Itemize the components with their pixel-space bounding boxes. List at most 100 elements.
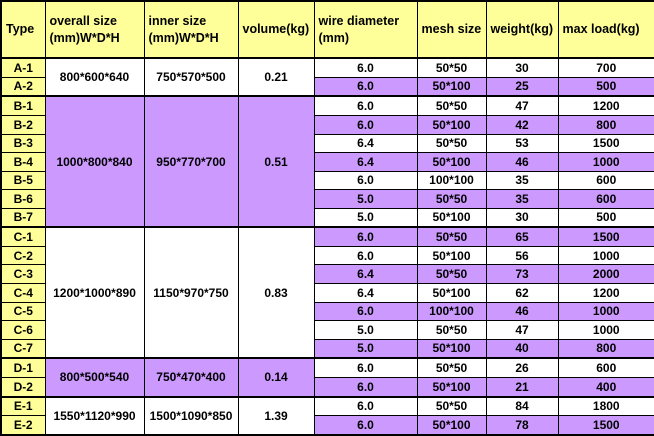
mesh-size-cell: 50*100 (416, 376, 487, 398)
table-row: D-2 6.0 50*100 21 400 (0, 376, 654, 398)
type-cell: A-2 (0, 76, 46, 97)
volume-cell: 1.39 (237, 395, 315, 436)
max-load-cell: 600 (557, 357, 654, 378)
table-row: E-1 1550*1120*990 1500*1090*850 1.39 6.0 50*5… (0, 395, 654, 436)
weight-cell: 21 (485, 376, 559, 398)
wire-diameter-cell: 6.0 (313, 357, 418, 378)
header-row: Type overall size (mm)W*D*H inner size (mm… (0, 0, 654, 59)
inner-size-cell: 750*570*500 (143, 57, 239, 97)
mesh-size-cell: 50*50 (416, 395, 487, 417)
wire-diameter-cell: 6.0 (313, 301, 418, 322)
max-load-cell: 500 (557, 207, 654, 228)
weight-cell: 35 (485, 189, 559, 209)
mesh-size-cell: 50*50 (416, 95, 487, 116)
type-cell: C-5 (0, 301, 46, 322)
weight-cell: 26 (485, 357, 559, 378)
wire-diameter-cell: 5.0 (313, 338, 418, 359)
table-row: E-2 6.0 50*100 78 1500 (0, 415, 654, 436)
column-header: wire diameter (mm) (313, 0, 418, 59)
type-cell: B-2 (0, 114, 46, 135)
inner-size-cell: 1150*970*750 (143, 226, 239, 359)
mesh-size-cell: 50*100 (416, 207, 487, 228)
wire-diameter-cell: 6.4 (313, 264, 418, 284)
overall-size-cell: 800*600*640 (44, 57, 145, 97)
column-header: max load(kg) (557, 0, 654, 59)
overall-size-cell: 1200*1000*890 (44, 226, 145, 359)
mesh-size-cell: 50*100 (416, 152, 487, 172)
max-load-cell: 400 (557, 376, 654, 398)
table-row: C-4 6.4 50*100 62 1200 (0, 283, 654, 303)
weight-cell: 65 (485, 226, 559, 247)
weight-cell: 53 (485, 133, 559, 154)
type-cell: C-6 (0, 320, 46, 340)
type-cell: C-7 (0, 338, 46, 359)
wire-diameter-cell: 6.0 (313, 395, 418, 417)
wire-diameter-cell: 5.0 (313, 320, 418, 340)
mesh-size-cell: 50*50 (416, 226, 487, 247)
type-cell: D-2 (0, 376, 46, 398)
type-cell: A-1 (0, 57, 46, 78)
mesh-size-cell: 50*50 (416, 264, 487, 284)
table-row: D-1 800*500*540 750*470*400 0.14 6.0 50*50 26 6… (0, 357, 654, 398)
overall-size-cell: 800*500*540 (44, 357, 145, 398)
type-cell: B-7 (0, 207, 46, 228)
max-load-cell: 1200 (557, 283, 654, 303)
type-cell: B-5 (0, 170, 46, 191)
weight-cell: 40 (485, 338, 559, 359)
column-header: Type (0, 0, 46, 59)
wire-diameter-cell: 6.4 (313, 283, 418, 303)
mesh-size-cell: 50*100 (416, 415, 487, 436)
type-cell: E-1 (0, 395, 46, 417)
max-load-cell: 1200 (557, 95, 654, 116)
inner-size-cell: 1500*1090*850 (143, 395, 239, 436)
mesh-size-cell: 50*100 (416, 114, 487, 135)
mesh-size-cell: 50*100 (416, 283, 487, 303)
overall-size-cell: 1000*800*840 (44, 95, 145, 228)
column-header: weight(kg) (485, 0, 559, 59)
mesh-size-cell: 100*100 (416, 301, 487, 322)
weight-cell: 35 (485, 170, 559, 191)
weight-cell: 30 (485, 207, 559, 228)
max-load-cell: 1000 (557, 320, 654, 340)
table-row: B-2 6.0 50*100 42 800 (0, 114, 654, 135)
overall-size-cell: 1550*1120*990 (44, 395, 145, 436)
max-load-cell: 600 (557, 189, 654, 209)
weight-cell: 25 (485, 76, 559, 97)
mesh-size-cell: 50*50 (416, 320, 487, 340)
table-row: A-2 6.0 50*100 25 500 (0, 76, 654, 97)
table-body: A-1 800*600*640 750*570*500 0.21 6.0 50*50 30 7… (0, 57, 654, 436)
max-load-cell: 1800 (557, 395, 654, 417)
column-header: overall size (mm)W*D*H (44, 0, 145, 59)
wire-diameter-cell: 6.4 (313, 133, 418, 154)
weight-cell: 78 (485, 415, 559, 436)
max-load-cell: 1000 (557, 245, 654, 266)
type-cell: B-4 (0, 152, 46, 172)
wire-diameter-cell: 6.0 (313, 114, 418, 135)
wire-diameter-cell: 6.0 (313, 415, 418, 436)
max-load-cell: 600 (557, 170, 654, 191)
max-load-cell: 800 (557, 338, 654, 359)
volume-cell: 0.14 (237, 357, 315, 398)
type-cell: E-2 (0, 415, 46, 436)
wire-diameter-cell: 6.4 (313, 152, 418, 172)
type-cell: C-1 (0, 226, 46, 247)
type-cell: B-6 (0, 189, 46, 209)
max-load-cell: 1500 (557, 415, 654, 436)
volume-cell: 0.21 (237, 57, 315, 97)
table-row: B-5 6.0 100*100 35 600 (0, 170, 654, 191)
max-load-cell: 2000 (557, 264, 654, 284)
mesh-size-cell: 50*50 (416, 189, 487, 209)
wire-diameter-cell: 5.0 (313, 207, 418, 228)
type-cell: C-3 (0, 264, 46, 284)
weight-cell: 73 (485, 264, 559, 284)
max-load-cell: 1000 (557, 152, 654, 172)
column-header: volume(kg) (237, 0, 315, 59)
table-row: B-4 6.4 50*100 46 1000 (0, 152, 654, 172)
type-cell: D-1 (0, 357, 46, 378)
max-load-cell: 500 (557, 76, 654, 97)
table-row: C-1 1200*1000*890 1150*970*750 0.83 6.0 50*50… (0, 226, 654, 359)
column-header: mesh size (416, 0, 487, 59)
weight-cell: 84 (485, 395, 559, 417)
mesh-size-cell: 50*100 (416, 245, 487, 266)
